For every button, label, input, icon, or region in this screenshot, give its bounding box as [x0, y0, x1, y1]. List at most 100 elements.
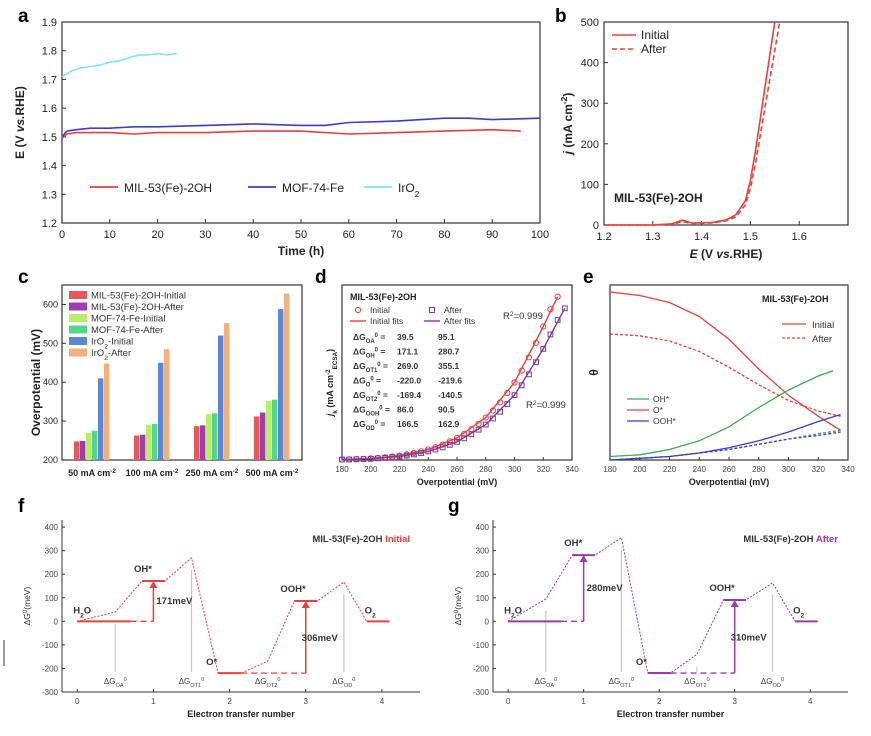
chart-a-xtick-label: 100	[531, 229, 549, 241]
chart-f-xtick-label: 2	[227, 697, 232, 706]
panel-label-b: b	[555, 6, 567, 27]
chart-c-bar	[104, 363, 110, 460]
chart-d-table-label: ΔGOD0 =	[353, 419, 385, 432]
chart-b-ytick-label: 500	[581, 17, 599, 29]
chart-a-xtick-label: 40	[247, 229, 259, 241]
chart-d-point	[461, 435, 468, 442]
chart-g-xtick-label: 0	[506, 697, 511, 706]
chart-f-ts-label: ΔGOD0	[332, 677, 355, 689]
chart-c-bar	[134, 435, 140, 460]
chart-a-legend-label: MOF-74-Fe	[282, 181, 344, 195]
chart-c-legend-label: MIL-53(Fe)-2OH-Initial	[91, 291, 186, 302]
chart-e-series-4	[609, 413, 841, 461]
chart-d-legend-label: Initial	[370, 305, 390, 315]
chart-d-ylabel: jk (mA cm-2ECSA)	[325, 349, 339, 417]
chart-e-xtick-label: 340	[841, 465, 855, 474]
chart-a-series-1	[61, 117, 541, 138]
chart-g-arrow-head	[579, 555, 588, 563]
chart-d-point	[425, 448, 432, 455]
chart-d-legend-swatch	[429, 307, 435, 313]
chart-f-energy-label: 171meV	[156, 596, 193, 607]
chart-c-bar	[212, 413, 218, 460]
chart-d-xtick-label: 260	[450, 465, 464, 474]
chart-f-ytick-label: 400	[45, 523, 59, 532]
chart-d-table-after: 162.9	[438, 419, 460, 429]
chart-e-xtick-label: 320	[812, 465, 826, 474]
chart-f-xlabel: Electron transfer number	[187, 709, 295, 719]
chart-c-legend-swatch	[69, 314, 87, 322]
chart-b-xtick-label: 1.5	[743, 231, 758, 243]
chart-a-xtick-label: 0	[59, 229, 65, 241]
chart-a-xtick-label: 10	[104, 229, 116, 241]
chart-a-xtick-label: 50	[295, 229, 307, 241]
chart-d-point	[554, 293, 561, 300]
chart-e: 180 200 220 240 260 280 300 320 340 Overpotential…	[587, 284, 855, 487]
chart-e-xtick-label: 280	[752, 465, 766, 474]
chart-d-point	[490, 415, 496, 422]
chart-c-legend-swatch	[69, 325, 87, 334]
chart-g-xtick-label: 3	[732, 697, 737, 706]
chart-d-table-label: ΔGOOH0 =	[353, 405, 390, 418]
chart-f-xtick-label: 1	[151, 697, 156, 706]
chart-a-ytick-label: 1.4	[42, 161, 57, 173]
chart-d-xtick-label: 300	[508, 465, 522, 474]
chart-b-ytick-label: 200	[581, 139, 599, 151]
chart-d-point	[504, 401, 511, 407]
chart-d-point	[554, 317, 561, 323]
chart-d-annotation: MIL-53(Fe)-2OH	[350, 292, 417, 302]
chart-d-point	[418, 450, 424, 456]
chart-f-ylabel: ΔG0(meV)	[22, 586, 32, 625]
chart-e-xtick-label: 300	[782, 465, 796, 474]
chart-d-point	[540, 323, 547, 330]
chart-f-level-label: OH*	[134, 564, 152, 575]
chart-c-ylabel: Overpotential (mV)	[29, 329, 43, 436]
chart-d-table-initial: -169.4	[397, 390, 421, 400]
chart-g-level-label: H2O	[504, 605, 522, 619]
chart-a: 0 10 20 30 40 50 60 70 80 90 100 1.2 1.3 1.4 1.5 1.6 1.7…	[13, 17, 549, 258]
chart-f-level-label: H2O	[73, 605, 91, 619]
chart-d-point	[511, 392, 518, 399]
chart-d-table-label: ΔGOT20 =	[353, 390, 388, 403]
chart-f-level-label: O2	[365, 605, 376, 619]
chart-g-path	[507, 536, 818, 674]
chart-c-category-label: 50 mA cm-2	[68, 468, 116, 479]
chart-b-ytick-label: 400	[581, 58, 599, 70]
chart-c-bar	[284, 293, 290, 460]
chart-d-legend-label: Initial fits	[370, 316, 403, 326]
chart-d-xtick-label: 340	[565, 465, 579, 474]
chart-b-frame	[603, 21, 849, 226]
chart-d-point	[453, 434, 461, 441]
chart-e-xtick-label: 200	[633, 465, 647, 474]
chart-f-title: MIL-53(Fe)-2OH Initial	[312, 534, 410, 545]
chart-d-point	[353, 456, 360, 463]
chart-d-r2-after: R2=0.999	[526, 400, 566, 412]
chart-d-xtick-label: 180	[335, 465, 349, 474]
chart-d-legend-label: After fits	[444, 316, 475, 326]
chart-g-xtick-label: 4	[808, 697, 813, 706]
chart-d-table-after: -219.6	[438, 376, 462, 386]
chart-c-legend-swatch	[69, 302, 87, 311]
chart-e-series-5	[609, 429, 841, 461]
chart-e-xtick-label: 220	[663, 465, 677, 474]
chart-d-point	[468, 431, 475, 438]
chart-d-point	[446, 438, 453, 445]
chart-b-series-0	[604, 21, 776, 226]
chart-d-point	[482, 414, 489, 421]
chart-g-level-label: OOH*	[709, 583, 735, 594]
chart-g-ts-label: ΔGOT20	[684, 677, 710, 689]
chart-a-ytick-label: 1.2	[42, 218, 57, 230]
chart-c-bar	[74, 441, 80, 460]
chart-c-bar	[218, 335, 224, 460]
chart-g-ytick-label: 300	[476, 547, 490, 556]
chart-d-table-after: 355.1	[438, 361, 460, 371]
chart-g-arrow-head	[730, 599, 739, 607]
chart-f-ytick-label: -100	[42, 641, 59, 650]
chart-d-point	[540, 346, 547, 352]
chart-c-category-label: 100 mA cm-2	[126, 468, 179, 479]
chart-a-ytick-label: 1.9	[42, 17, 57, 29]
chart-c-bar	[206, 414, 212, 460]
chart-d-point	[547, 331, 554, 338]
chart-d-point	[475, 426, 482, 433]
chart-f-ytick-label: -300	[42, 688, 59, 697]
chart-c-bar	[272, 399, 278, 460]
